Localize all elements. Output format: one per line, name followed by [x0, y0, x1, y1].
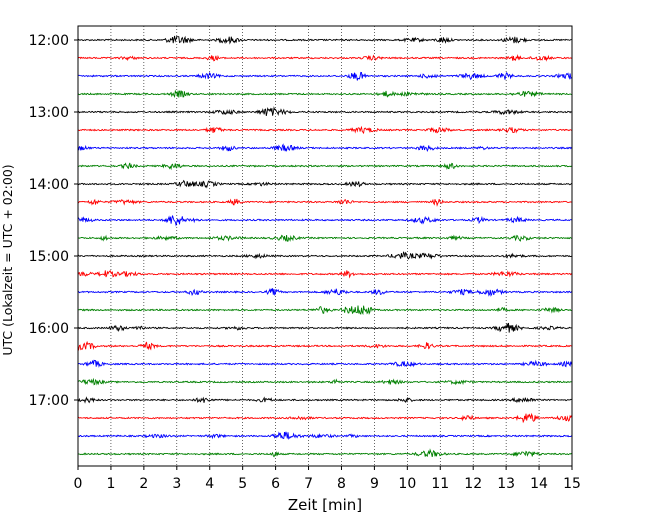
y-axis-label: UTC (Lokalzeit = UTC + 02:00) [0, 164, 15, 355]
trace-1445 [77, 234, 572, 242]
x-tick-label: 10 [398, 476, 416, 492]
x-tick-label: 5 [238, 476, 247, 492]
plot-frame [77, 25, 573, 467]
trace-1715 [77, 412, 572, 424]
y-tick-label: 15:00 [29, 249, 69, 265]
trace-1600 [77, 322, 572, 333]
trace-1330 [77, 143, 572, 153]
trace-1345 [77, 162, 572, 171]
x-tick-label: 8 [337, 476, 346, 492]
x-tick-label: 11 [431, 476, 449, 492]
x-tick-label: 7 [304, 476, 313, 492]
y-tick-label: 13:00 [29, 105, 69, 121]
trace-1745 [77, 448, 572, 458]
x-tick-label: 2 [139, 476, 148, 492]
trace-1545 [77, 305, 572, 316]
y-tick-label: 12:00 [29, 33, 69, 49]
trace-1315 [77, 125, 572, 135]
trace-1215 [77, 53, 572, 62]
trace-1530 [77, 288, 572, 297]
trace-1730 [77, 431, 572, 440]
seismic-traces [77, 35, 572, 458]
trace-1500 [77, 251, 572, 260]
x-tick-label: 6 [271, 476, 280, 492]
trace-1430 [77, 215, 572, 227]
trace-1515 [77, 270, 572, 279]
trace-1615 [77, 340, 572, 351]
x-tick-label: 13 [497, 476, 515, 492]
x-tick-label: 15 [563, 476, 581, 492]
trace-1230 [77, 71, 572, 81]
x-tick-label: 3 [172, 476, 181, 492]
trace-1415 [77, 198, 572, 207]
grid-lines [110, 26, 540, 466]
y-axis-ticks: 12:00 13:00 14:00 15:00 16:00 17:00 [29, 33, 78, 409]
trace-1700 [77, 396, 572, 404]
x-tick-label: 12 [464, 476, 482, 492]
trace-1645 [77, 377, 572, 386]
x-tick-label: 14 [530, 476, 548, 492]
x-tick-label: 9 [370, 476, 379, 492]
trace-1400 [77, 179, 572, 189]
y-tick-label: 17:00 [29, 393, 69, 409]
trace-1200 [77, 35, 572, 45]
x-tick-label: 0 [74, 476, 83, 492]
y-tick-label: 14:00 [29, 177, 69, 193]
x-tick-label: 1 [106, 476, 115, 492]
x-tick-label: 4 [205, 476, 214, 492]
trace-1300 [77, 106, 572, 117]
y-tick-label: 16:00 [29, 321, 69, 337]
x-axis-label: Zeit [min] [288, 496, 362, 514]
x-axis-ticks: 0 1 2 3 4 5 6 7 8 9 10 11 12 13 14 15 [74, 466, 581, 492]
trace-1630 [77, 359, 572, 368]
trace-1245 [77, 89, 572, 98]
